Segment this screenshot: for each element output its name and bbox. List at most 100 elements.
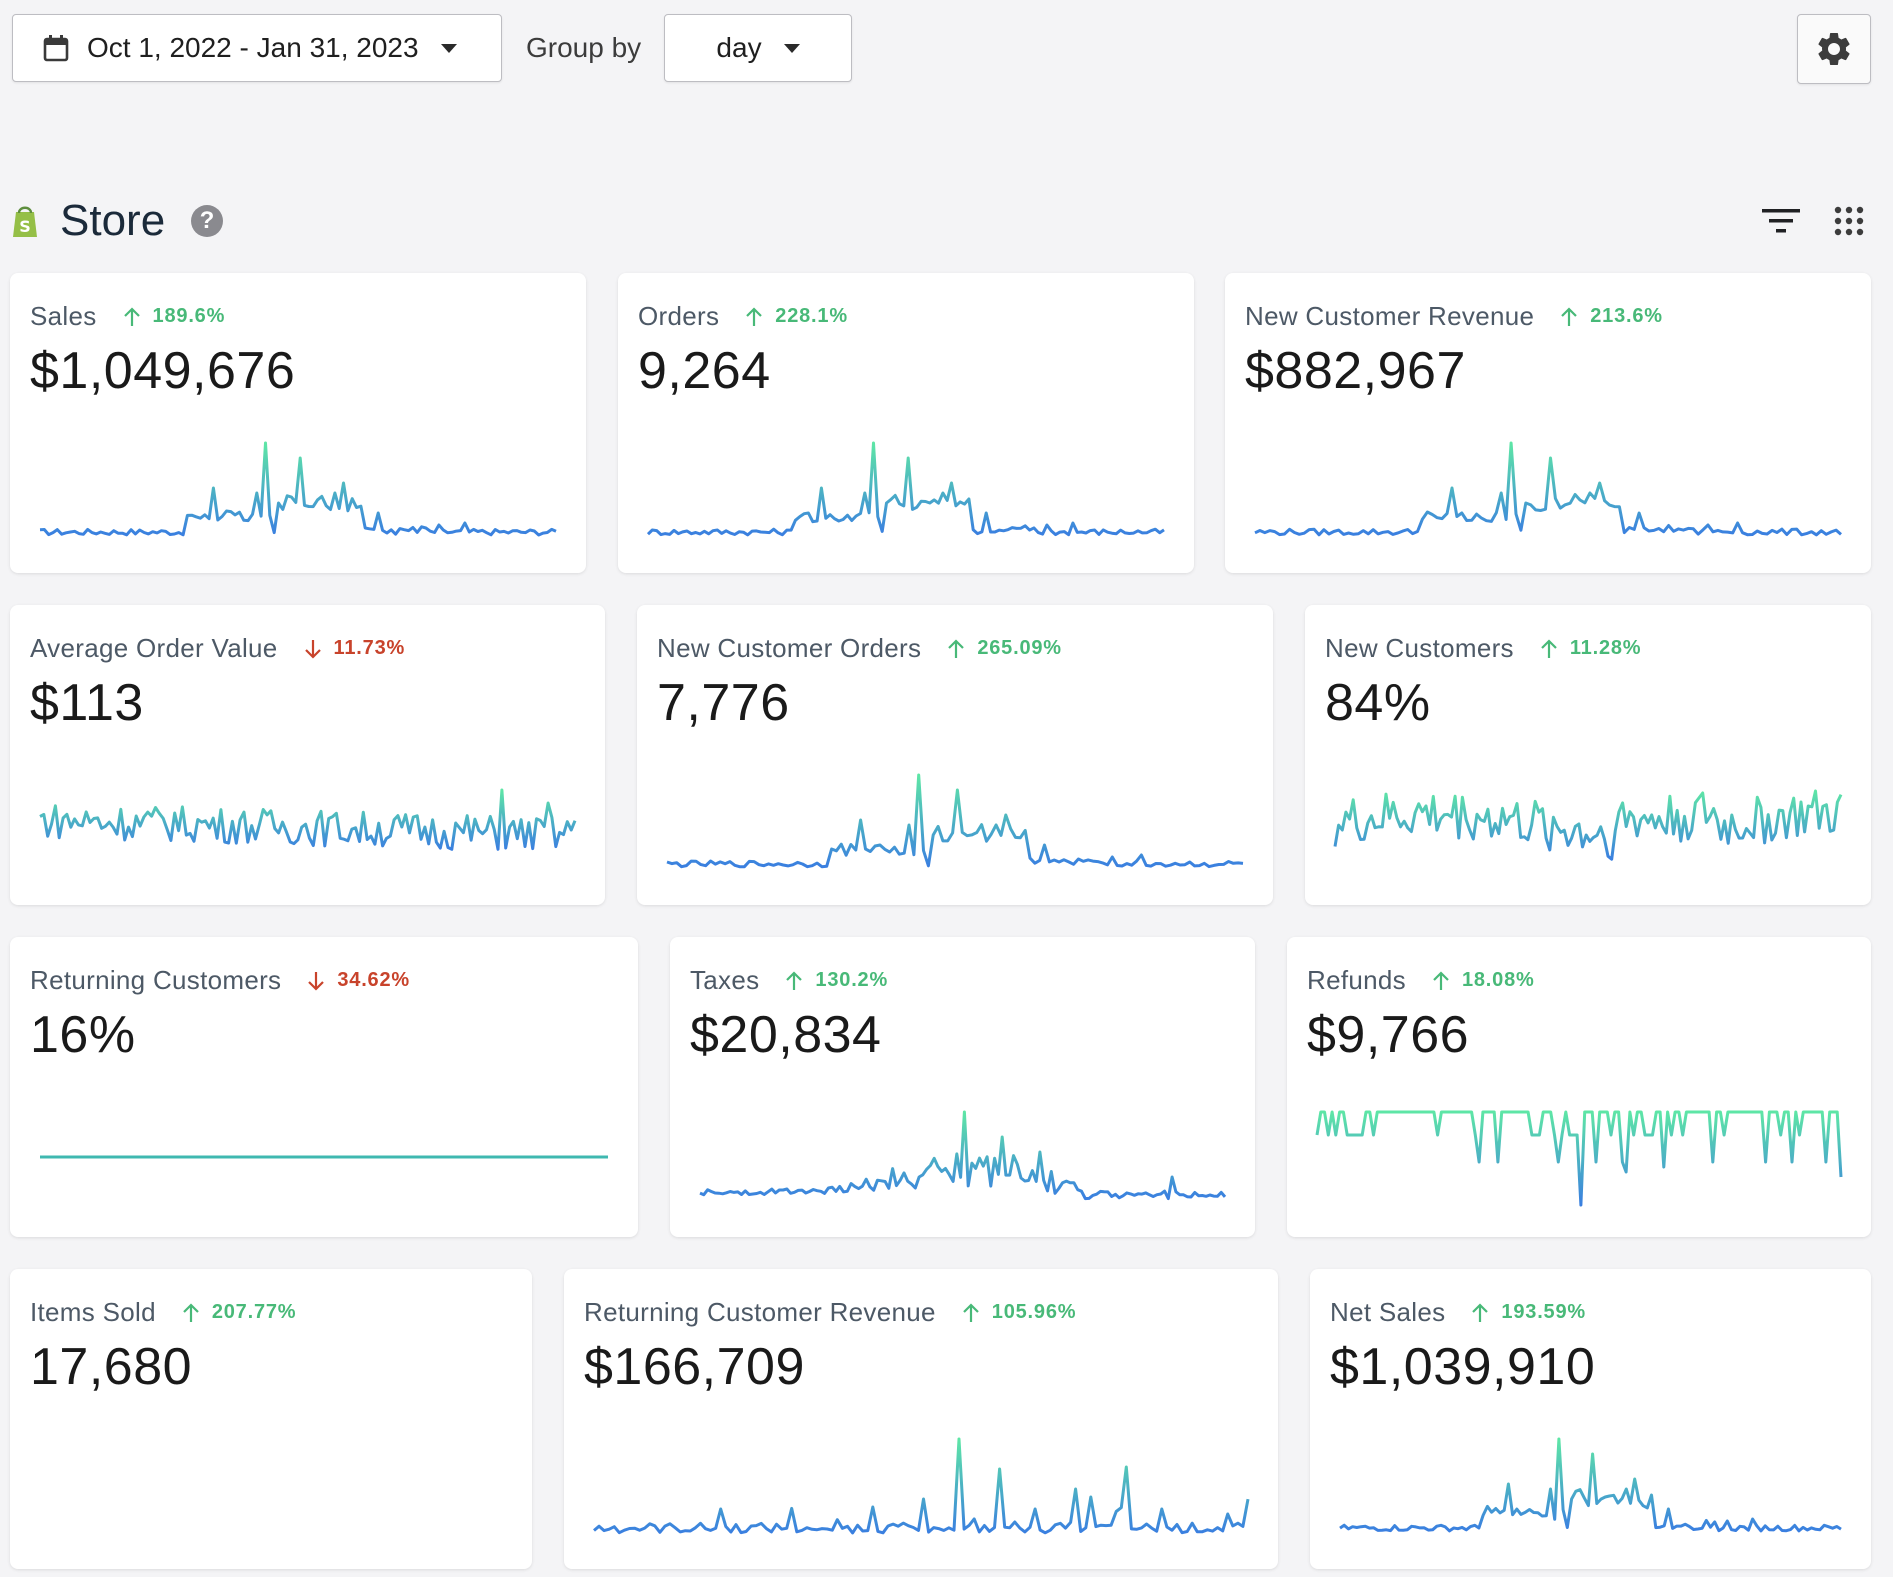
metric-value: $882,967 xyxy=(1245,342,1466,400)
filter-icon[interactable] xyxy=(1761,206,1801,236)
metric-value: $9,766 xyxy=(1307,1006,1470,1064)
metric-change: 34.62% xyxy=(337,969,410,991)
metric-value: $1,039,910 xyxy=(1330,1338,1596,1396)
metric-value: $113 xyxy=(30,674,144,732)
svg-text:S: S xyxy=(19,217,31,236)
metric-value: 16% xyxy=(30,1006,136,1064)
metric-header: Items Sold 207.77% xyxy=(30,1297,296,1328)
metric-card[interactable]: Returning Customer Revenue 105.96% $166,70… xyxy=(564,1269,1278,1569)
metric-value: $20,834 xyxy=(690,1006,882,1064)
metric-title: New Customer Revenue xyxy=(1245,301,1535,331)
chevron-down-icon xyxy=(440,43,457,53)
sparkline-path xyxy=(699,1110,1227,1201)
section-title: Store xyxy=(60,196,166,245)
arrow-up-icon xyxy=(948,638,965,658)
sparkline xyxy=(1339,1437,1842,1533)
arrow-up-icon xyxy=(746,306,763,326)
sparkline xyxy=(1333,789,1843,861)
metric-header: New Customer Revenue 213.6% xyxy=(1245,301,1663,332)
arrow-down-icon xyxy=(308,971,325,991)
sparkline xyxy=(39,441,557,537)
metric-card[interactable]: Sales 189.6% $1,049,676 xyxy=(10,273,586,573)
metric-header: Orders 228.1% xyxy=(638,301,848,332)
gear-icon xyxy=(1818,32,1850,65)
metric-title: New Customers xyxy=(1325,633,1514,663)
metric-title: Items Sold xyxy=(30,1297,156,1327)
sparkline-path xyxy=(1339,1437,1842,1533)
metric-header: New Customer Orders 265.09% xyxy=(657,633,1062,664)
metric-header: Returning Customers 34.62% xyxy=(30,965,410,996)
metric-change: 18.08% xyxy=(1461,969,1535,991)
arrow-up-icon xyxy=(1433,970,1449,990)
date-range-picker[interactable]: Oct 1, 2022 - Jan 31, 2023 xyxy=(12,14,502,82)
settings-button[interactable] xyxy=(1797,14,1871,84)
sparkline xyxy=(40,1155,608,1159)
metric-change: 105.96% xyxy=(991,1301,1077,1323)
arrow-up-icon xyxy=(786,970,803,990)
metric-change: 193.59% xyxy=(1501,1301,1586,1323)
toolbar: Oct 1, 2022 - Jan 31, 2023 Group by day xyxy=(12,14,1871,84)
metric-card[interactable]: Returning Customers 34.62% 16% xyxy=(10,937,638,1237)
sparkline xyxy=(699,1110,1227,1201)
metric-header: Taxes 130.2% xyxy=(690,965,888,996)
metric-title: Sales xyxy=(30,301,97,331)
grid-icon[interactable] xyxy=(1833,205,1865,237)
metric-card[interactable]: New Customer Revenue 213.6% $882,967 xyxy=(1225,273,1871,573)
metric-value: 7,776 xyxy=(657,674,790,732)
shopify-bag-icon: S xyxy=(13,206,37,237)
sparkline xyxy=(646,441,1165,537)
metric-title: Taxes xyxy=(690,965,760,995)
metric-change: 228.1% xyxy=(775,305,848,327)
metric-card[interactable]: New Customers 11.28% 84% xyxy=(1305,605,1871,905)
arrow-up-icon xyxy=(962,1302,979,1322)
sparkline xyxy=(666,773,1244,869)
date-range-label: Oct 1, 2022 - Jan 31, 2023 xyxy=(87,32,419,63)
metric-card[interactable]: Net Sales 193.59% $1,039,910 xyxy=(1310,1269,1871,1569)
sparkline xyxy=(1254,441,1842,537)
calendar-icon xyxy=(43,35,69,62)
group-by-label: Group by xyxy=(526,32,642,63)
sparkline-path xyxy=(39,788,577,851)
sparkline-path xyxy=(593,1437,1250,1535)
metric-change: 265.09% xyxy=(977,637,1062,659)
sparkline-path xyxy=(1315,1110,1843,1207)
metric-header: Average Order Value 11.73% xyxy=(30,633,405,664)
arrow-up-icon xyxy=(123,306,140,326)
sparkline xyxy=(39,788,577,851)
metric-change: 189.6% xyxy=(152,305,226,327)
sparkline-path xyxy=(1254,441,1842,537)
metric-title: Average Order Value xyxy=(30,633,278,663)
metric-card[interactable]: Average Order Value 11.73% $113 xyxy=(10,605,605,905)
metric-header: Net Sales 193.59% xyxy=(1330,1297,1586,1328)
metric-title: Refunds xyxy=(1307,965,1406,995)
metric-header: Sales 189.6% xyxy=(30,301,225,332)
chevron-down-icon xyxy=(783,43,800,53)
metric-card[interactable]: New Customer Orders 265.09% 7,776 xyxy=(637,605,1273,905)
metric-value: 9,264 xyxy=(638,342,771,400)
metric-card[interactable]: Refunds 18.08% $9,766 xyxy=(1287,937,1871,1237)
arrow-up-icon xyxy=(1561,306,1578,326)
metric-card[interactable]: Orders 228.1% 9,264 xyxy=(618,273,1194,573)
metric-title: Returning Customer Revenue xyxy=(584,1297,936,1327)
metric-change: 213.6% xyxy=(1590,305,1663,327)
metric-card[interactable]: Items Sold 207.77% 17,680 xyxy=(10,1269,532,1569)
metric-title: New Customer Orders xyxy=(657,633,922,663)
metric-change: 207.77% xyxy=(211,1301,297,1323)
metric-card[interactable]: Taxes 130.2% $20,834 xyxy=(670,937,1255,1237)
help-icon[interactable]: ? xyxy=(191,205,223,237)
arrow-up-icon xyxy=(1541,638,1557,658)
metric-title: Orders xyxy=(638,301,720,331)
group-by-value: day xyxy=(716,32,762,63)
metric-change: 130.2% xyxy=(815,969,889,991)
metric-title: Returning Customers xyxy=(30,965,282,995)
arrow-down-icon xyxy=(304,639,321,659)
sparkline xyxy=(593,1437,1250,1535)
metric-value: $166,709 xyxy=(584,1338,805,1396)
group-by-select[interactable]: day xyxy=(664,14,852,82)
sparkline-path xyxy=(1333,789,1843,861)
arrow-up-icon xyxy=(183,1302,199,1322)
section-header: S Store ? xyxy=(10,196,1871,246)
metric-header: New Customers 11.28% xyxy=(1325,633,1641,664)
metric-change: 11.73% xyxy=(333,637,406,659)
metric-change: 11.28% xyxy=(1569,637,1642,659)
